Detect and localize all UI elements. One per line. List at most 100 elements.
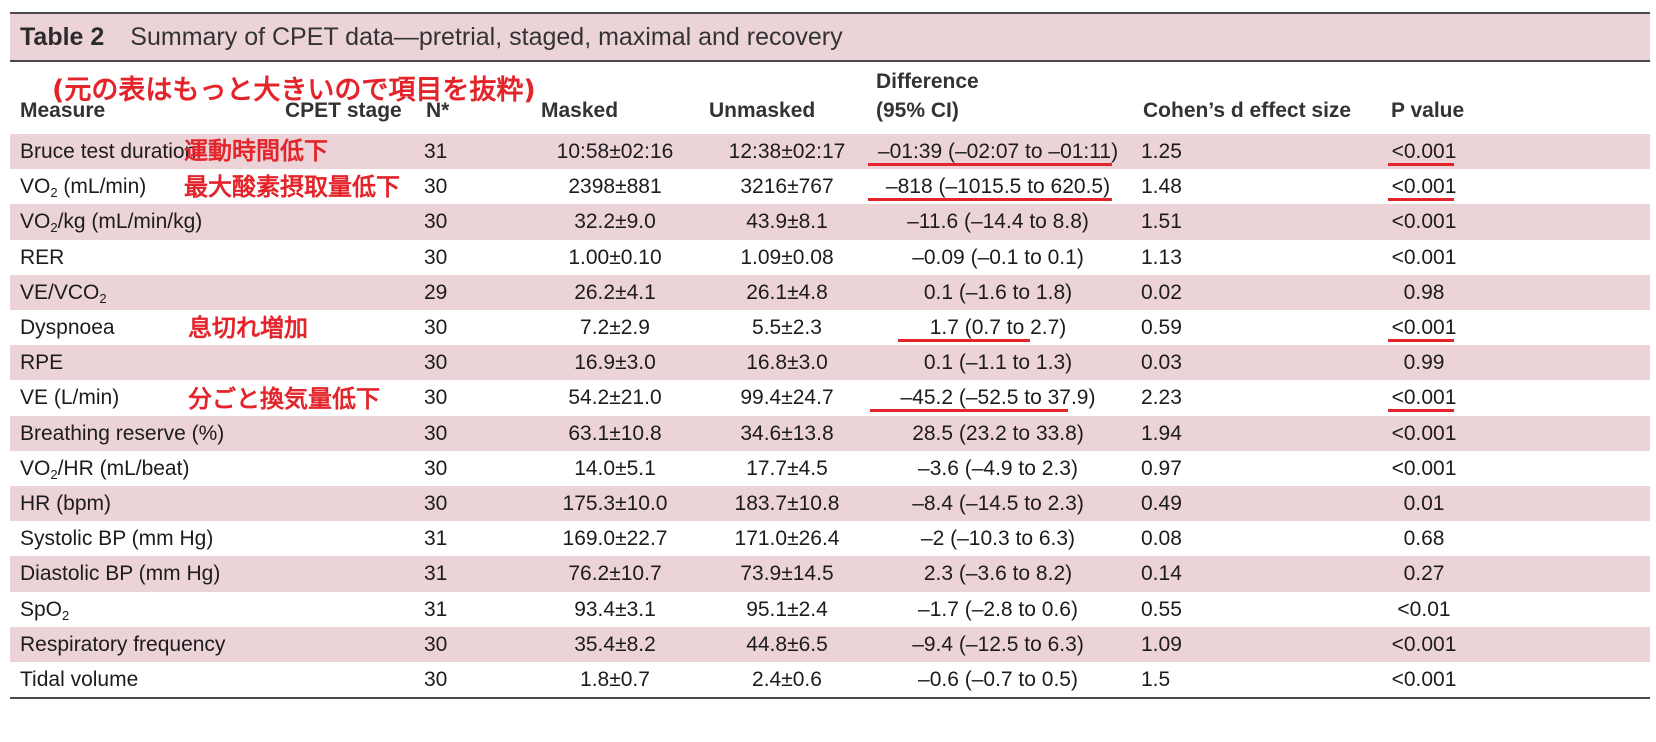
n-cell: 29 (424, 280, 448, 304)
table-row: VO2/HR (mL/beat) 30 14.0±5.1 17.7±4.5 –3.6 (… (10, 451, 1650, 486)
masked-cell: 26.2±4.1 (574, 280, 656, 304)
measure-cell: RPE (20, 351, 64, 375)
n-cell: 30 (424, 456, 448, 480)
masked-cell: 63.1±10.8 (568, 421, 662, 445)
measure-cell: VO2/HR (mL/beat) (20, 456, 190, 482)
difference-cell: 28.5 (23.2 to 33.8) (912, 421, 1084, 445)
difference-cell: –1.7 (–2.8 to 0.6) (918, 597, 1078, 621)
unmasked-cell: 3216±767 (740, 175, 834, 199)
annotation-vo2max: 最大酸素摂取量低下 (184, 173, 400, 201)
header-difference-ci: (95% CI) (876, 99, 959, 122)
table-row: HR (bpm) 30 175.3±10.0 183.7±10.8 –8.4 (–14.… (10, 486, 1650, 522)
unmasked-cell: 12:38±02:17 (728, 140, 846, 163)
unmasked-cell: 99.4±24.7 (740, 386, 834, 410)
table-row: VE/VCO2 29 26.2±4.1 26.1±4.8 0.1 (–1.6 to 1.… (10, 274, 1650, 310)
difference-cell: –0.6 (–0.7 to 0.5) (918, 668, 1078, 691)
difference-cell: –818 (–1015.5 to 620.5) (885, 175, 1111, 199)
masked-cell: 1.8±0.7 (580, 668, 650, 691)
unmasked-cell: 73.9±14.5 (740, 562, 834, 586)
annotation-exercise-time: 運動時間低下 (184, 137, 328, 165)
table-row: Diastolic BP (mm Hg) 31 76.2±10.7 73.9±14.5… (10, 556, 1650, 592)
n-cell: 30 (424, 492, 448, 515)
table-row: VO2/kg (mL/min/kg) 30 32.2±9.0 43.9±8.1 –11.… (10, 204, 1650, 240)
table-row: Tidal volume 30 1.8±0.7 2.4±0.6 –0.6 (–0.7 t… (10, 662, 1650, 697)
masked-cell: 35.4±8.2 (574, 632, 656, 656)
difference-cell: 2.3 (–3.6 to 8.2) (923, 562, 1073, 586)
masked-cell: 76.2±10.7 (568, 562, 662, 586)
effect-size-cell: 0.97 (1141, 456, 1182, 480)
p-value-cell: <0.001 (1391, 140, 1457, 163)
effect-size-cell: 0.55 (1141, 597, 1182, 621)
effect-size-cell: 1.09 (1141, 632, 1182, 656)
table-title-bar: Table 2 Summary of CPET data—pretrial, s… (10, 12, 1650, 62)
underline-bruce-difference (868, 163, 1112, 166)
n-cell: 30 (424, 175, 448, 199)
unmasked-cell: 43.9±8.1 (746, 210, 828, 234)
effect-size-cell: 0.59 (1141, 316, 1182, 339)
table-row: Systolic BP (mm Hg) 31 169.0±22.7 171.0±26.… (10, 521, 1650, 556)
effect-size-cell: 1.13 (1141, 245, 1182, 269)
n-cell: 30 (424, 210, 448, 234)
table-row: SpO2 31 93.4±3.1 95.1±2.4 –1.7 (–2.8 to 0.6)… (10, 592, 1650, 627)
difference-cell: –2 (–10.3 to 6.3) (920, 527, 1076, 551)
p-value-cell: <0.001 (1391, 210, 1457, 234)
n-cell: 31 (424, 562, 448, 586)
p-value-cell: <0.01 (1397, 597, 1451, 621)
effect-size-cell: 1.94 (1141, 421, 1182, 445)
difference-cell: –3.6 (–4.9 to 2.3) (918, 456, 1078, 480)
effect-size-cell: 1.51 (1141, 210, 1182, 234)
difference-cell: 0.1 (–1.6 to 1.8) (923, 280, 1073, 304)
effect-size-cell: 0.02 (1141, 280, 1182, 304)
table-row: VE (L/min) 30 54.2±21.0 99.4±24.7 –45.2 (–52… (10, 380, 1650, 415)
n-cell: 31 (424, 140, 448, 163)
n-cell: 30 (424, 386, 448, 410)
measure-cell: HR (bpm) (20, 492, 112, 515)
unmasked-cell: 183.7±10.8 (734, 492, 840, 515)
table-title: Summary of CPET data—pretrial, staged, m… (130, 22, 843, 51)
n-cell: 30 (424, 421, 448, 445)
measure-cell: VE/VCO2 (20, 280, 107, 306)
bottom-rule (10, 697, 1650, 699)
underline-ve-difference (870, 409, 1068, 412)
header-cpet-stage: CPET stage (285, 99, 402, 122)
measure-cell: Respiratory frequency (20, 632, 226, 656)
difference-cell: –01:39 (–02:07 to –01:11) (877, 140, 1119, 163)
n-cell: 31 (424, 597, 448, 621)
measure-cell: Bruce test duration (20, 140, 197, 163)
p-value-cell: 0.99 (1403, 351, 1445, 375)
difference-cell: –9.4 (–12.5 to 6.3) (912, 632, 1084, 656)
p-value-cell: <0.001 (1391, 316, 1457, 339)
excerpt-note: (元の表はもっと大きいので項目を抜粋) (52, 75, 536, 106)
n-cell: 30 (424, 351, 448, 375)
masked-cell: 169.0±22.7 (562, 527, 668, 551)
measure-cell: Dyspnoea (20, 316, 115, 339)
effect-size-cell: 1.5 (1141, 668, 1171, 691)
table-row: RER 30 1.00±0.10 1.09±0.08 –0.09 (–0.1 to 0.… (10, 240, 1650, 275)
underline-vo2-p (1388, 198, 1454, 201)
p-value-cell: 0.98 (1403, 280, 1445, 304)
masked-cell: 32.2±9.0 (574, 210, 656, 234)
effect-size-cell: 1.25 (1141, 140, 1182, 163)
p-value-cell: <0.001 (1391, 245, 1457, 269)
measure-cell: Diastolic BP (mm Hg) (20, 562, 221, 586)
masked-cell: 54.2±21.0 (568, 386, 662, 410)
table-row: RPE 30 16.9±3.0 16.8±3.0 0.1 (–1.1 to 1.3) 0.… (10, 345, 1650, 381)
unmasked-cell: 16.8±3.0 (746, 351, 828, 375)
p-value-cell: 0.68 (1403, 527, 1445, 551)
unmasked-cell: 5.5±2.3 (752, 316, 822, 339)
table-row: Bruce test duration 31 10:58±02:16 12:38±02… (10, 134, 1650, 170)
p-value-cell: <0.001 (1391, 456, 1457, 480)
header-p-value: P value (1391, 99, 1465, 122)
effect-size-cell: 0.08 (1141, 527, 1182, 551)
unmasked-cell: 1.09±0.08 (740, 245, 834, 269)
unmasked-cell: 34.6±13.8 (740, 421, 834, 445)
masked-cell: 14.0±5.1 (574, 456, 656, 480)
difference-cell: –45.2 (–52.5 to 37.9) (900, 386, 1096, 410)
masked-cell: 175.3±10.0 (562, 492, 668, 515)
p-value-cell: <0.001 (1391, 175, 1457, 199)
unmasked-cell: 17.7±4.5 (746, 456, 828, 480)
p-value-cell: <0.001 (1391, 668, 1457, 691)
unmasked-cell: 44.8±6.5 (746, 632, 828, 656)
n-cell: 30 (424, 632, 448, 656)
